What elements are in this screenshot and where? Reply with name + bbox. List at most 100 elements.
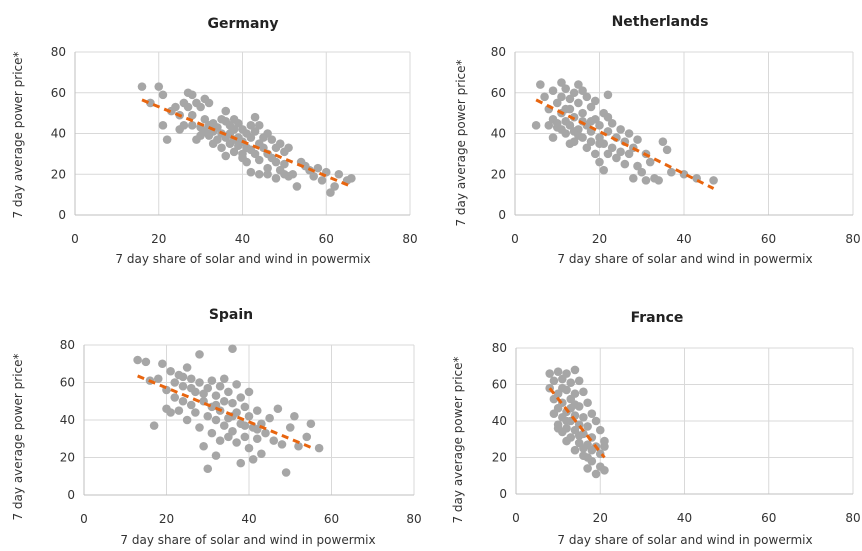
data-point-spain [265, 413, 274, 423]
data-point-spain [306, 419, 316, 429]
data-point-france [553, 367, 563, 377]
data-point-spain [207, 428, 217, 438]
plot-area-france: 0 20 40 60 80 0 20 40 60 80 [492, 341, 861, 525]
data-point-netherlands [569, 88, 579, 98]
data-point-france [558, 383, 567, 393]
data-point-netherlands [540, 92, 549, 102]
data-point-spain [195, 423, 204, 432]
x-tick-label-spain: 40 [241, 512, 256, 526]
data-point-france [553, 424, 563, 433]
data-point-spain [232, 380, 241, 389]
data-point-netherlands [637, 167, 647, 177]
trend-line-netherlands [535, 98, 715, 190]
data-point-france [583, 422, 592, 431]
data-point-germany [246, 133, 256, 142]
data-point-spain [170, 393, 180, 402]
data-point-france [562, 416, 571, 426]
data-point-netherlands [586, 116, 596, 126]
data-point-netherlands [607, 119, 617, 128]
data-point-spain [153, 374, 163, 384]
data-point-netherlands [552, 119, 562, 128]
data-point-spain [228, 344, 237, 354]
data-point-spain [186, 400, 196, 410]
data-point-spain [244, 443, 254, 453]
data-point-germany [263, 163, 272, 173]
data-point-spain [248, 455, 258, 464]
data-point-germany [280, 169, 289, 179]
data-point-spain [170, 378, 180, 387]
data-point-spain [252, 406, 262, 415]
data-point-spain [302, 432, 312, 442]
data-point-germany [334, 169, 344, 179]
data-point-germany [171, 102, 180, 112]
chart-panel-germany: Germany 7 day average power price* 7 day… [11, 16, 418, 266]
x-tick-label-germany: 60 [319, 232, 334, 246]
y-axis-label-netherlands: 7 day average power price* [454, 59, 468, 226]
data-point-netherlands [645, 157, 655, 167]
data-point-germany [146, 98, 155, 108]
data-point-france [579, 413, 588, 422]
data-point-germany [158, 90, 168, 100]
data-point-germany [263, 129, 272, 138]
data-point-netherlands [557, 125, 566, 134]
data-point-netherlands [624, 129, 634, 138]
data-point-netherlands [603, 112, 613, 122]
data-point-spain [224, 387, 233, 397]
data-point-netherlands [607, 143, 617, 153]
trend-line-spain [137, 374, 316, 451]
plot-area-germany: 0 20 40 60 80 0 20 40 60 80 [51, 45, 418, 246]
x-tick-label-netherlands: 20 [592, 232, 607, 246]
data-point-spain [141, 357, 151, 367]
data-point-germany [187, 121, 197, 130]
chart-title-germany: Germany [207, 16, 278, 32]
data-point-france [566, 378, 576, 387]
data-point-netherlands [616, 125, 625, 134]
data-point-netherlands [557, 78, 566, 87]
data-point-spain [178, 372, 188, 382]
x-tick-label-netherlands: 60 [761, 232, 776, 246]
data-point-germany [263, 169, 272, 179]
data-point-spain [314, 443, 324, 453]
data-point-france [570, 389, 580, 398]
y-tick-label-netherlands: 80 [491, 45, 506, 59]
x-axis-label-france: 7 day share of solar and wind in powermi… [557, 533, 812, 547]
y-tick-label-germany: 40 [51, 127, 66, 141]
data-point-spain [269, 436, 279, 445]
y-axis-label-spain: 7 day average power price* [11, 353, 25, 520]
y-tick-label-germany: 0 [58, 208, 66, 222]
data-point-germany [246, 121, 256, 130]
data-point-germany [204, 98, 214, 108]
data-point-france [591, 416, 601, 426]
data-point-spain [207, 376, 217, 385]
data-point-germany [154, 82, 164, 91]
data-point-germany [309, 171, 318, 181]
data-point-france [595, 425, 605, 435]
data-point-germany [254, 121, 264, 130]
data-point-netherlands [548, 133, 558, 142]
trend-line-france [548, 387, 606, 459]
data-point-spain [215, 436, 225, 445]
data-point-spain [273, 404, 283, 414]
chart-title-netherlands: Netherlands [612, 14, 709, 30]
x-tick-label-spain: 20 [159, 512, 174, 526]
chart-title-spain: Spain [209, 307, 253, 323]
data-point-germany [200, 114, 210, 124]
x-tick-label-spain: 0 [80, 512, 88, 526]
data-point-france [549, 376, 559, 386]
data-point-germany [183, 102, 193, 112]
data-point-netherlands [709, 176, 718, 185]
data-point-germany [271, 157, 281, 167]
data-point-netherlands [586, 137, 596, 146]
data-point-spain [182, 415, 192, 425]
data-point-france [591, 469, 601, 479]
data-point-spain [285, 423, 295, 432]
data-point-netherlands [536, 80, 545, 89]
data-point-netherlands [654, 176, 663, 185]
data-point-germany [246, 167, 256, 177]
data-point-germany [196, 102, 205, 112]
y-tick-label-spain: 0 [67, 488, 75, 502]
y-tick-label-germany: 60 [51, 86, 66, 100]
x-tick-label-spain: 80 [406, 512, 421, 526]
plot-area-netherlands: 0 20 40 60 80 0 20 40 60 80 [491, 45, 861, 246]
